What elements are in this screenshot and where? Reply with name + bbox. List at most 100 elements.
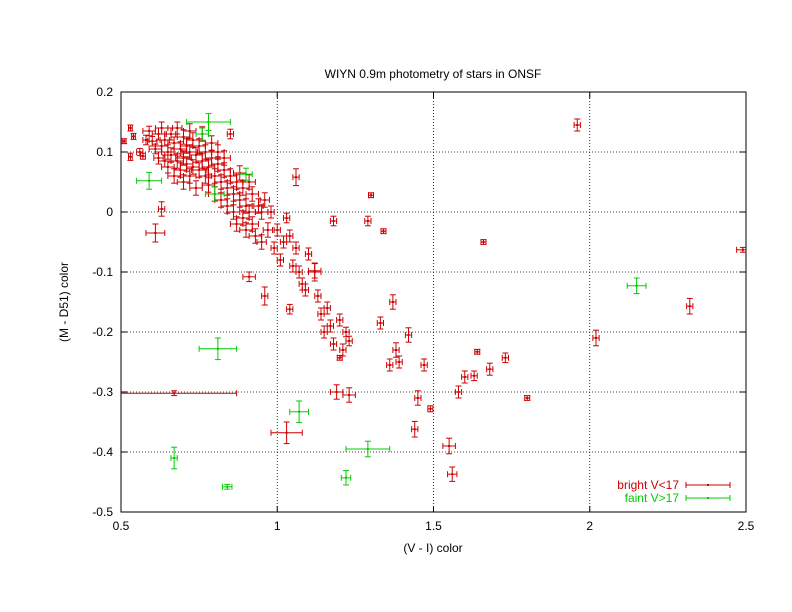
data-point — [145, 223, 166, 243]
data-point — [242, 271, 256, 283]
data-point — [442, 437, 456, 455]
data-point — [345, 335, 353, 347]
data-point — [486, 362, 494, 376]
y-tick-label: -0.1 — [92, 265, 113, 279]
data-point — [245, 216, 259, 232]
data-point — [165, 127, 177, 141]
data-point — [427, 405, 434, 413]
data-point — [364, 215, 372, 227]
data-point — [226, 204, 241, 220]
data-point — [326, 319, 334, 333]
data-point — [414, 390, 422, 406]
data-point — [292, 241, 300, 255]
data-point — [342, 326, 350, 338]
y-axis-label: (M - D51) color — [57, 262, 71, 342]
data-point — [289, 259, 297, 273]
data-point — [501, 352, 509, 364]
data-point — [261, 286, 269, 306]
data-point — [204, 186, 225, 202]
data-point — [411, 420, 419, 438]
y-tick-label: 0 — [106, 205, 113, 219]
data-point — [267, 205, 275, 219]
data-point — [480, 239, 487, 245]
data-point — [340, 470, 352, 486]
x-tick-label: 0.5 — [113, 519, 130, 533]
data-point — [339, 343, 347, 357]
data-point — [201, 177, 216, 193]
legend-sample-bright — [685, 482, 731, 488]
data-point — [289, 400, 309, 424]
data-point — [136, 147, 144, 157]
y-tick-label: 0.2 — [96, 85, 113, 99]
data-point — [161, 144, 175, 160]
legend: bright V<17 faint V>17 — [617, 478, 731, 505]
x-tick-label: 2 — [586, 519, 593, 533]
data-point — [336, 313, 344, 327]
data-point — [121, 390, 238, 397]
data-point — [170, 446, 178, 470]
data-point — [142, 134, 150, 146]
data-point — [524, 395, 531, 401]
data-point — [245, 186, 259, 202]
data-point — [389, 294, 397, 310]
data-point — [474, 348, 481, 355]
data-point — [172, 121, 183, 135]
data-point — [276, 253, 284, 267]
series-faint — [136, 113, 647, 490]
data-point — [323, 301, 331, 315]
data-point — [259, 192, 270, 208]
data-point — [686, 297, 694, 315]
data-point — [376, 316, 384, 330]
x-tick-label: 1.5 — [425, 519, 442, 533]
data-point — [270, 421, 303, 445]
data-point — [461, 370, 469, 384]
data-point — [380, 228, 387, 235]
data-point — [136, 171, 163, 190]
data-point — [454, 385, 463, 399]
data-point — [292, 168, 300, 187]
data-point — [183, 123, 197, 139]
data-point — [286, 303, 294, 315]
data-point — [283, 212, 291, 224]
legend-label-faint: faint V>17 — [625, 491, 680, 505]
data-point — [204, 135, 219, 151]
data-point — [286, 229, 294, 243]
legend-sample-faint — [685, 495, 731, 501]
data-point — [345, 440, 391, 458]
data-point — [195, 127, 209, 141]
data-point — [239, 167, 253, 181]
data-point — [222, 483, 233, 490]
data-point — [170, 153, 184, 169]
y-tick-label: -0.3 — [92, 385, 113, 399]
data-point — [301, 283, 309, 297]
data-point — [256, 234, 267, 250]
data-series — [121, 113, 746, 490]
data-point — [189, 180, 203, 196]
data-point — [336, 354, 343, 361]
y-tick-label: -0.4 — [92, 445, 113, 459]
data-point — [226, 128, 234, 140]
data-point — [329, 215, 338, 227]
data-point — [308, 263, 322, 279]
data-point — [217, 150, 231, 166]
data-point — [186, 113, 231, 131]
data-point — [127, 124, 134, 132]
axis-ticks: 0.5 1 1.5 2 2.5 -0.5 -0.4 -0.3 -0.2 -0.1 0 0.1 0.2 — [92, 85, 754, 533]
data-point — [248, 228, 263, 244]
data-point — [320, 325, 328, 339]
data-point — [386, 358, 394, 372]
data-point — [161, 160, 175, 174]
data-point — [295, 265, 303, 279]
data-point — [142, 125, 156, 137]
data-point — [304, 247, 313, 261]
data-point — [592, 329, 600, 347]
data-point — [420, 358, 428, 372]
data-point — [130, 132, 137, 140]
data-point — [368, 192, 374, 199]
legend-label-bright: bright V<17 — [617, 478, 679, 492]
y-tick-label: -0.2 — [92, 325, 113, 339]
data-point — [127, 152, 134, 161]
data-point — [279, 235, 288, 249]
x-tick-label: 1 — [274, 519, 281, 533]
